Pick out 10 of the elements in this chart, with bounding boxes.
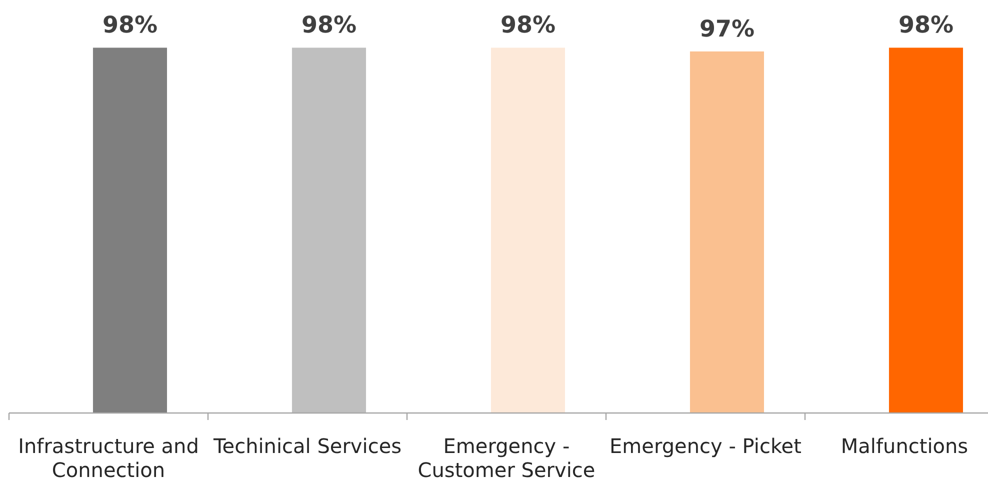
data-label: 98% xyxy=(898,12,954,39)
x-tick-label: Emergency - Picket xyxy=(610,434,802,458)
x-tick-label: Malfunctions xyxy=(840,434,968,458)
data-label: 98% xyxy=(301,12,357,39)
x-tick-label: Emergency - Customer Service xyxy=(418,434,596,482)
x-tick-label: Infrastructure and Connection xyxy=(18,434,199,482)
data-label: 98% xyxy=(500,12,556,39)
data-label: 97% xyxy=(699,16,755,42)
data-label: 98% xyxy=(102,12,158,39)
x-tick-label: Techinical Services xyxy=(212,434,402,458)
